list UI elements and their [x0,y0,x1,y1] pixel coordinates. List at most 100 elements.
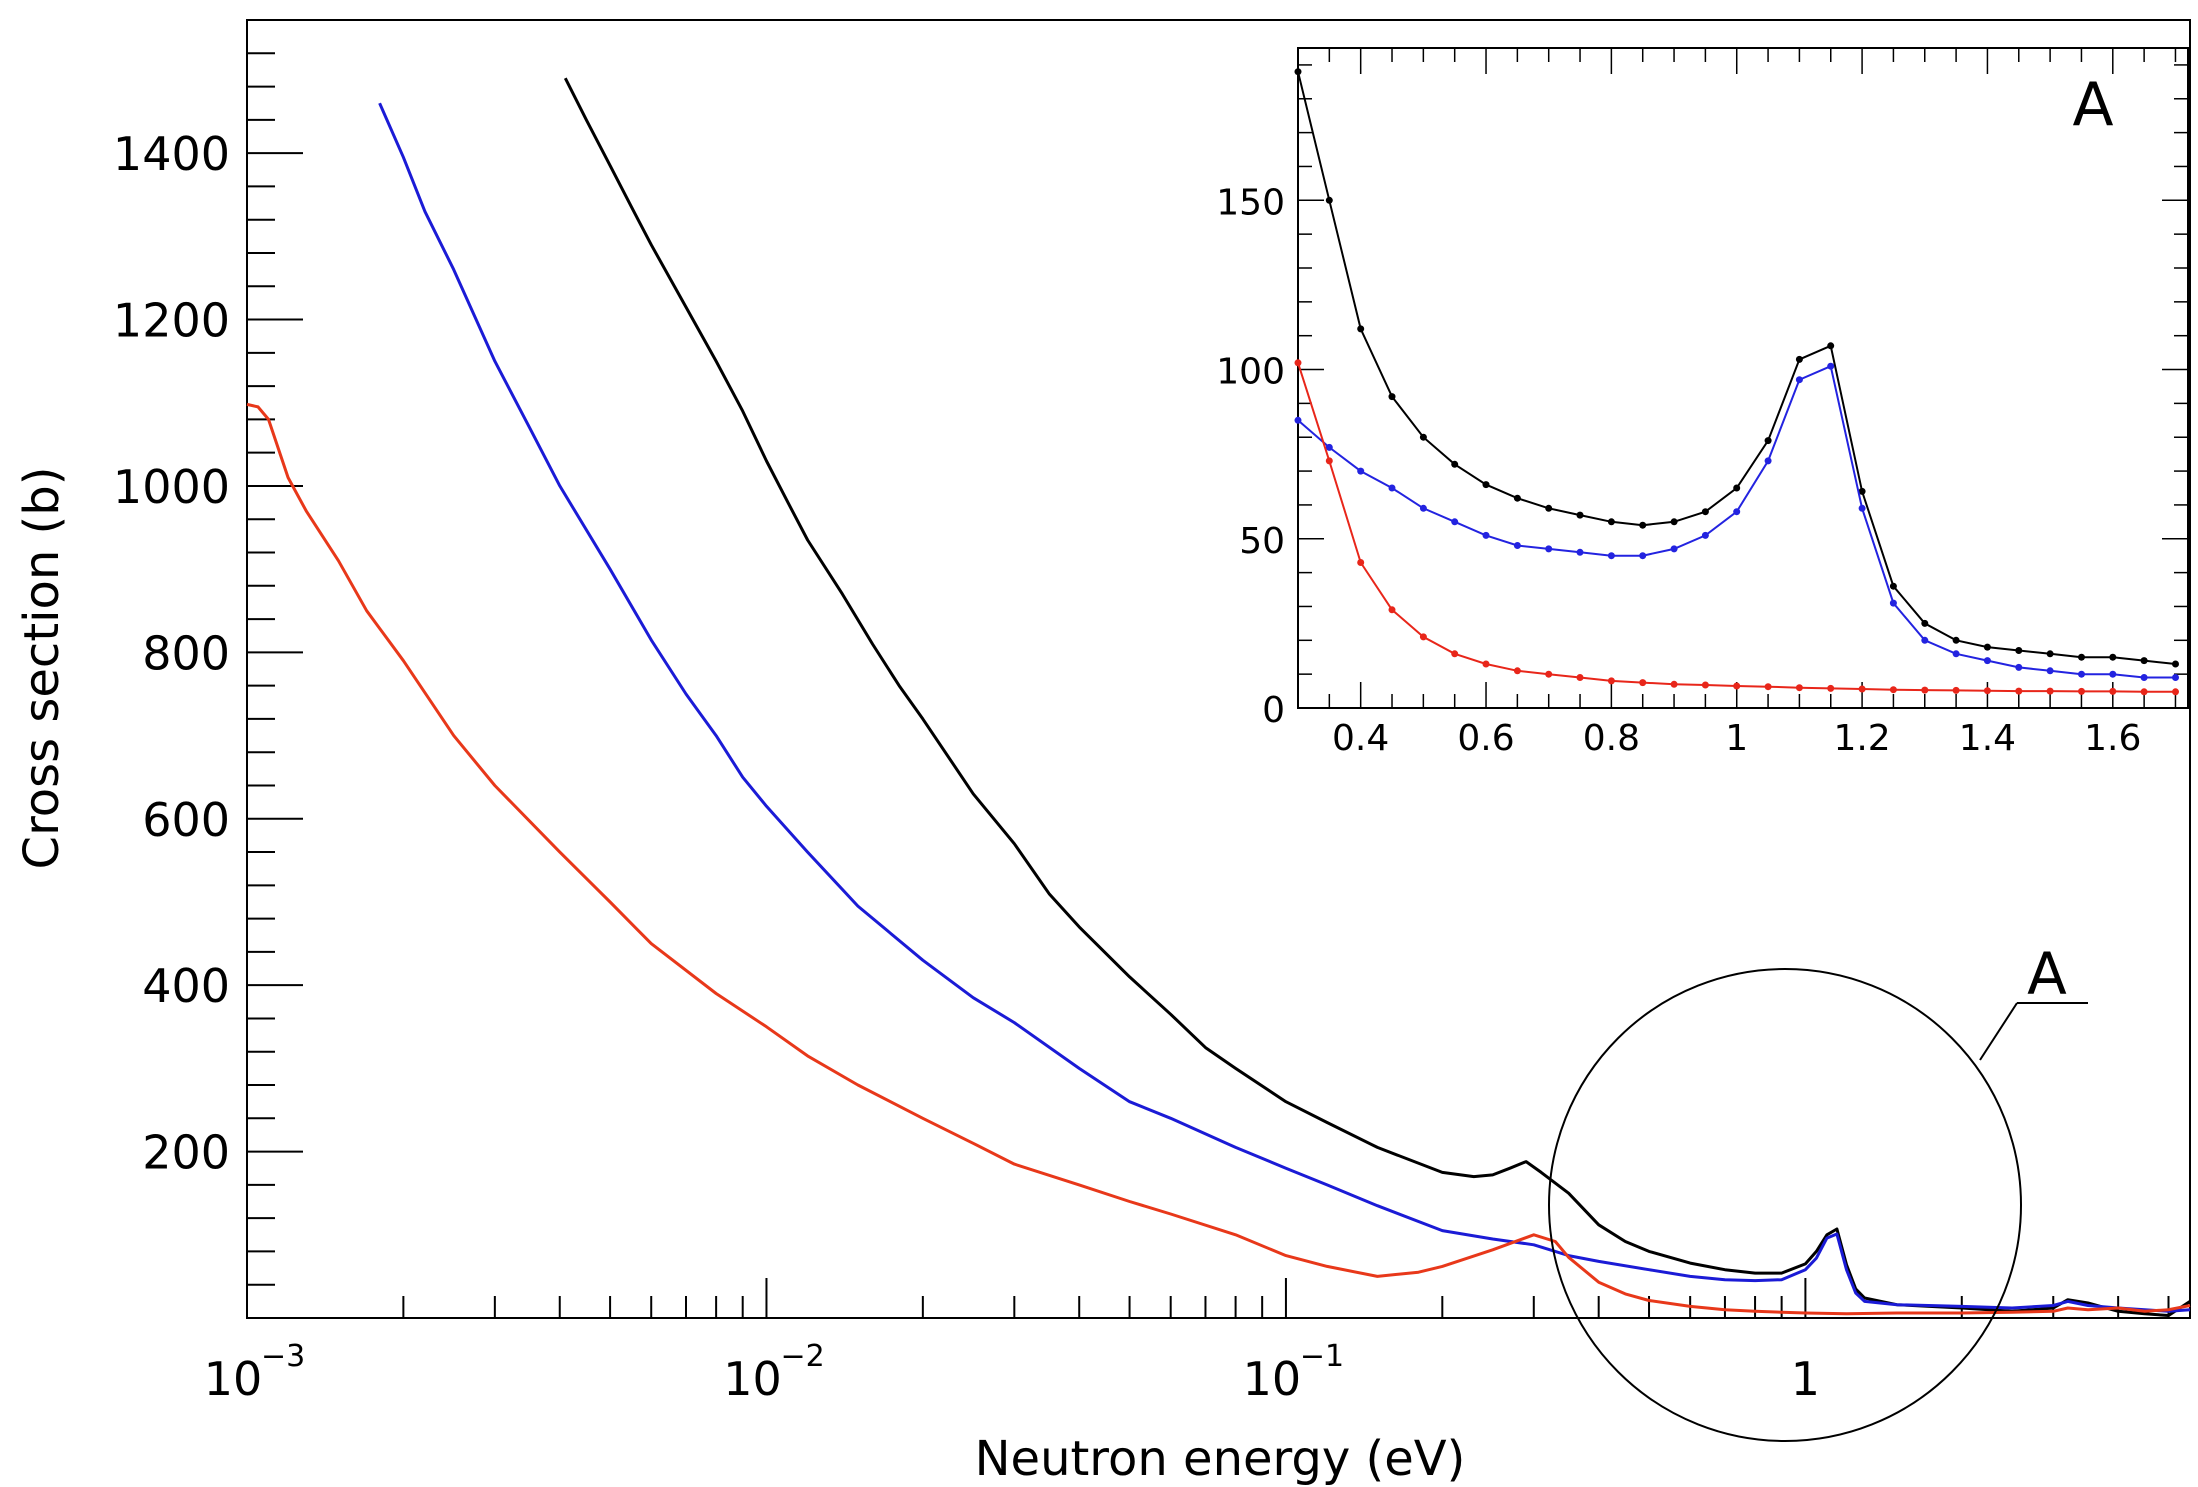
inset-title: A [2072,70,2113,140]
inset-point-2 [1451,518,1459,526]
y-tick-label: 200 [142,1126,230,1180]
inset-point-3 [1952,686,1960,694]
inset-point-2 [1670,545,1678,553]
inset-x-tick-label: 1.6 [2084,718,2141,759]
inset-point-2 [2172,674,2179,681]
inset-point-3 [1451,650,1459,658]
x-axis-label: Neutron energy (eV) [975,1431,1466,1487]
inset-point-3 [1827,684,1835,692]
annotation-label: A [2027,940,2067,1008]
inset-point-1 [2046,650,2054,658]
x-tick-label: 10 [723,1352,782,1406]
annotation-leader-line [1979,1002,2018,1061]
inset-y-tick-label: 150 [1216,182,1285,223]
inset-point-2 [1701,531,1709,539]
inset-point-2 [2109,670,2117,678]
inset-point-3 [1419,633,1427,641]
inset-point-3 [1325,457,1333,465]
inset-point-1 [1639,521,1647,529]
inset-point-2 [1764,457,1772,465]
inset-point-2 [1419,504,1427,512]
inset-point-1 [1889,582,1897,590]
inset-point-1 [2109,653,2117,661]
main-series-line-2 [378,102,2191,1313]
x-tick-label: 10 [204,1352,263,1406]
inset-point-1 [1607,518,1615,526]
inset-point-1 [1357,325,1365,333]
inset-point-3 [1388,606,1396,614]
inset-point-1 [1388,393,1396,401]
inset-point-2 [1357,467,1365,475]
inset-point-2 [1827,362,1835,370]
inset-point-1 [2078,653,2085,661]
inset-point-1 [1764,437,1772,445]
inset-point-2 [1325,443,1333,451]
main-plot-frame [246,19,2191,1319]
inset-point-2 [1952,650,1960,658]
x-tick-label: 10 [1243,1352,1302,1406]
x-tick-label-exponent: −2 [780,1339,824,1374]
inset-point-2 [1482,531,1490,539]
inset-point-1 [1419,433,1427,441]
inset-point-1 [2172,660,2179,668]
inset-point-3 [2172,688,2179,696]
inset-point-1 [1733,484,1741,492]
inset-point-1 [1545,504,1553,512]
y-tick-label: 1400 [113,127,230,181]
inset-point-3 [1733,682,1741,690]
inset-point-2 [1513,542,1521,549]
inset-point-1 [1983,643,1991,651]
inset-point-2 [1545,545,1553,553]
inset-point-3 [1983,687,1991,695]
inset-point-3 [1607,677,1615,685]
inset-point-3 [1795,684,1803,692]
inset-x-tick-label: 1.2 [1833,718,1890,759]
inset-point-2 [2046,667,2054,675]
inset-point-3 [1513,667,1521,675]
inset-point-1 [1921,619,1929,627]
inset-point-3 [2015,687,2023,695]
inset-point-2 [1795,376,1803,384]
y-tick-label: 1200 [113,294,230,348]
inset-point-2 [2140,674,2148,681]
inset-point-2 [2015,663,2023,671]
y-tick-label: 600 [142,793,230,847]
main-series-line-3 [246,402,2191,1316]
inset-point-2 [1889,599,1897,607]
x-tick-label-exponent: −1 [1300,1339,1344,1374]
inset-point-2 [1607,552,1615,560]
inset-point-3 [1294,359,1302,367]
inset-y-tick-label: 100 [1216,352,1285,393]
inset-point-2 [1983,657,1991,665]
x-tick-label: 1 [1791,1352,1820,1406]
inset-point-1 [2140,657,2148,665]
inset-point-3 [1889,686,1897,694]
inset-point-3 [1921,686,1929,694]
inset-point-3 [1701,681,1709,689]
inset-point-3 [1545,670,1553,678]
inset-point-2 [2078,670,2085,678]
inset-point-2 [1921,636,1929,644]
y-axis-label: Cross section (b) [14,467,70,870]
inset-point-3 [1764,683,1772,691]
zoom-region-circle [1548,968,2022,1442]
inset-point-2 [1576,548,1584,556]
inset-point-2 [1733,508,1741,516]
inset-point-3 [2109,687,2117,695]
inset-point-1 [1482,481,1490,489]
inset-point-1 [1294,68,1302,76]
x-tick-label-exponent: −3 [261,1339,305,1374]
main-axis-ticks [246,19,2170,1319]
inset-x-tick-label: 0.8 [1583,718,1640,759]
y-tick-label: 400 [142,959,230,1013]
inset-x-tick-label: 0.4 [1332,718,1389,759]
inset-point-2 [1294,416,1302,424]
inset-point-1 [1701,508,1709,516]
inset-point-1 [1576,511,1584,519]
inset-plot-frame [1297,47,2189,709]
inset-point-1 [2015,647,2023,654]
inset-point-3 [1639,679,1647,687]
inset-y-tick-label: 50 [1239,521,1285,562]
